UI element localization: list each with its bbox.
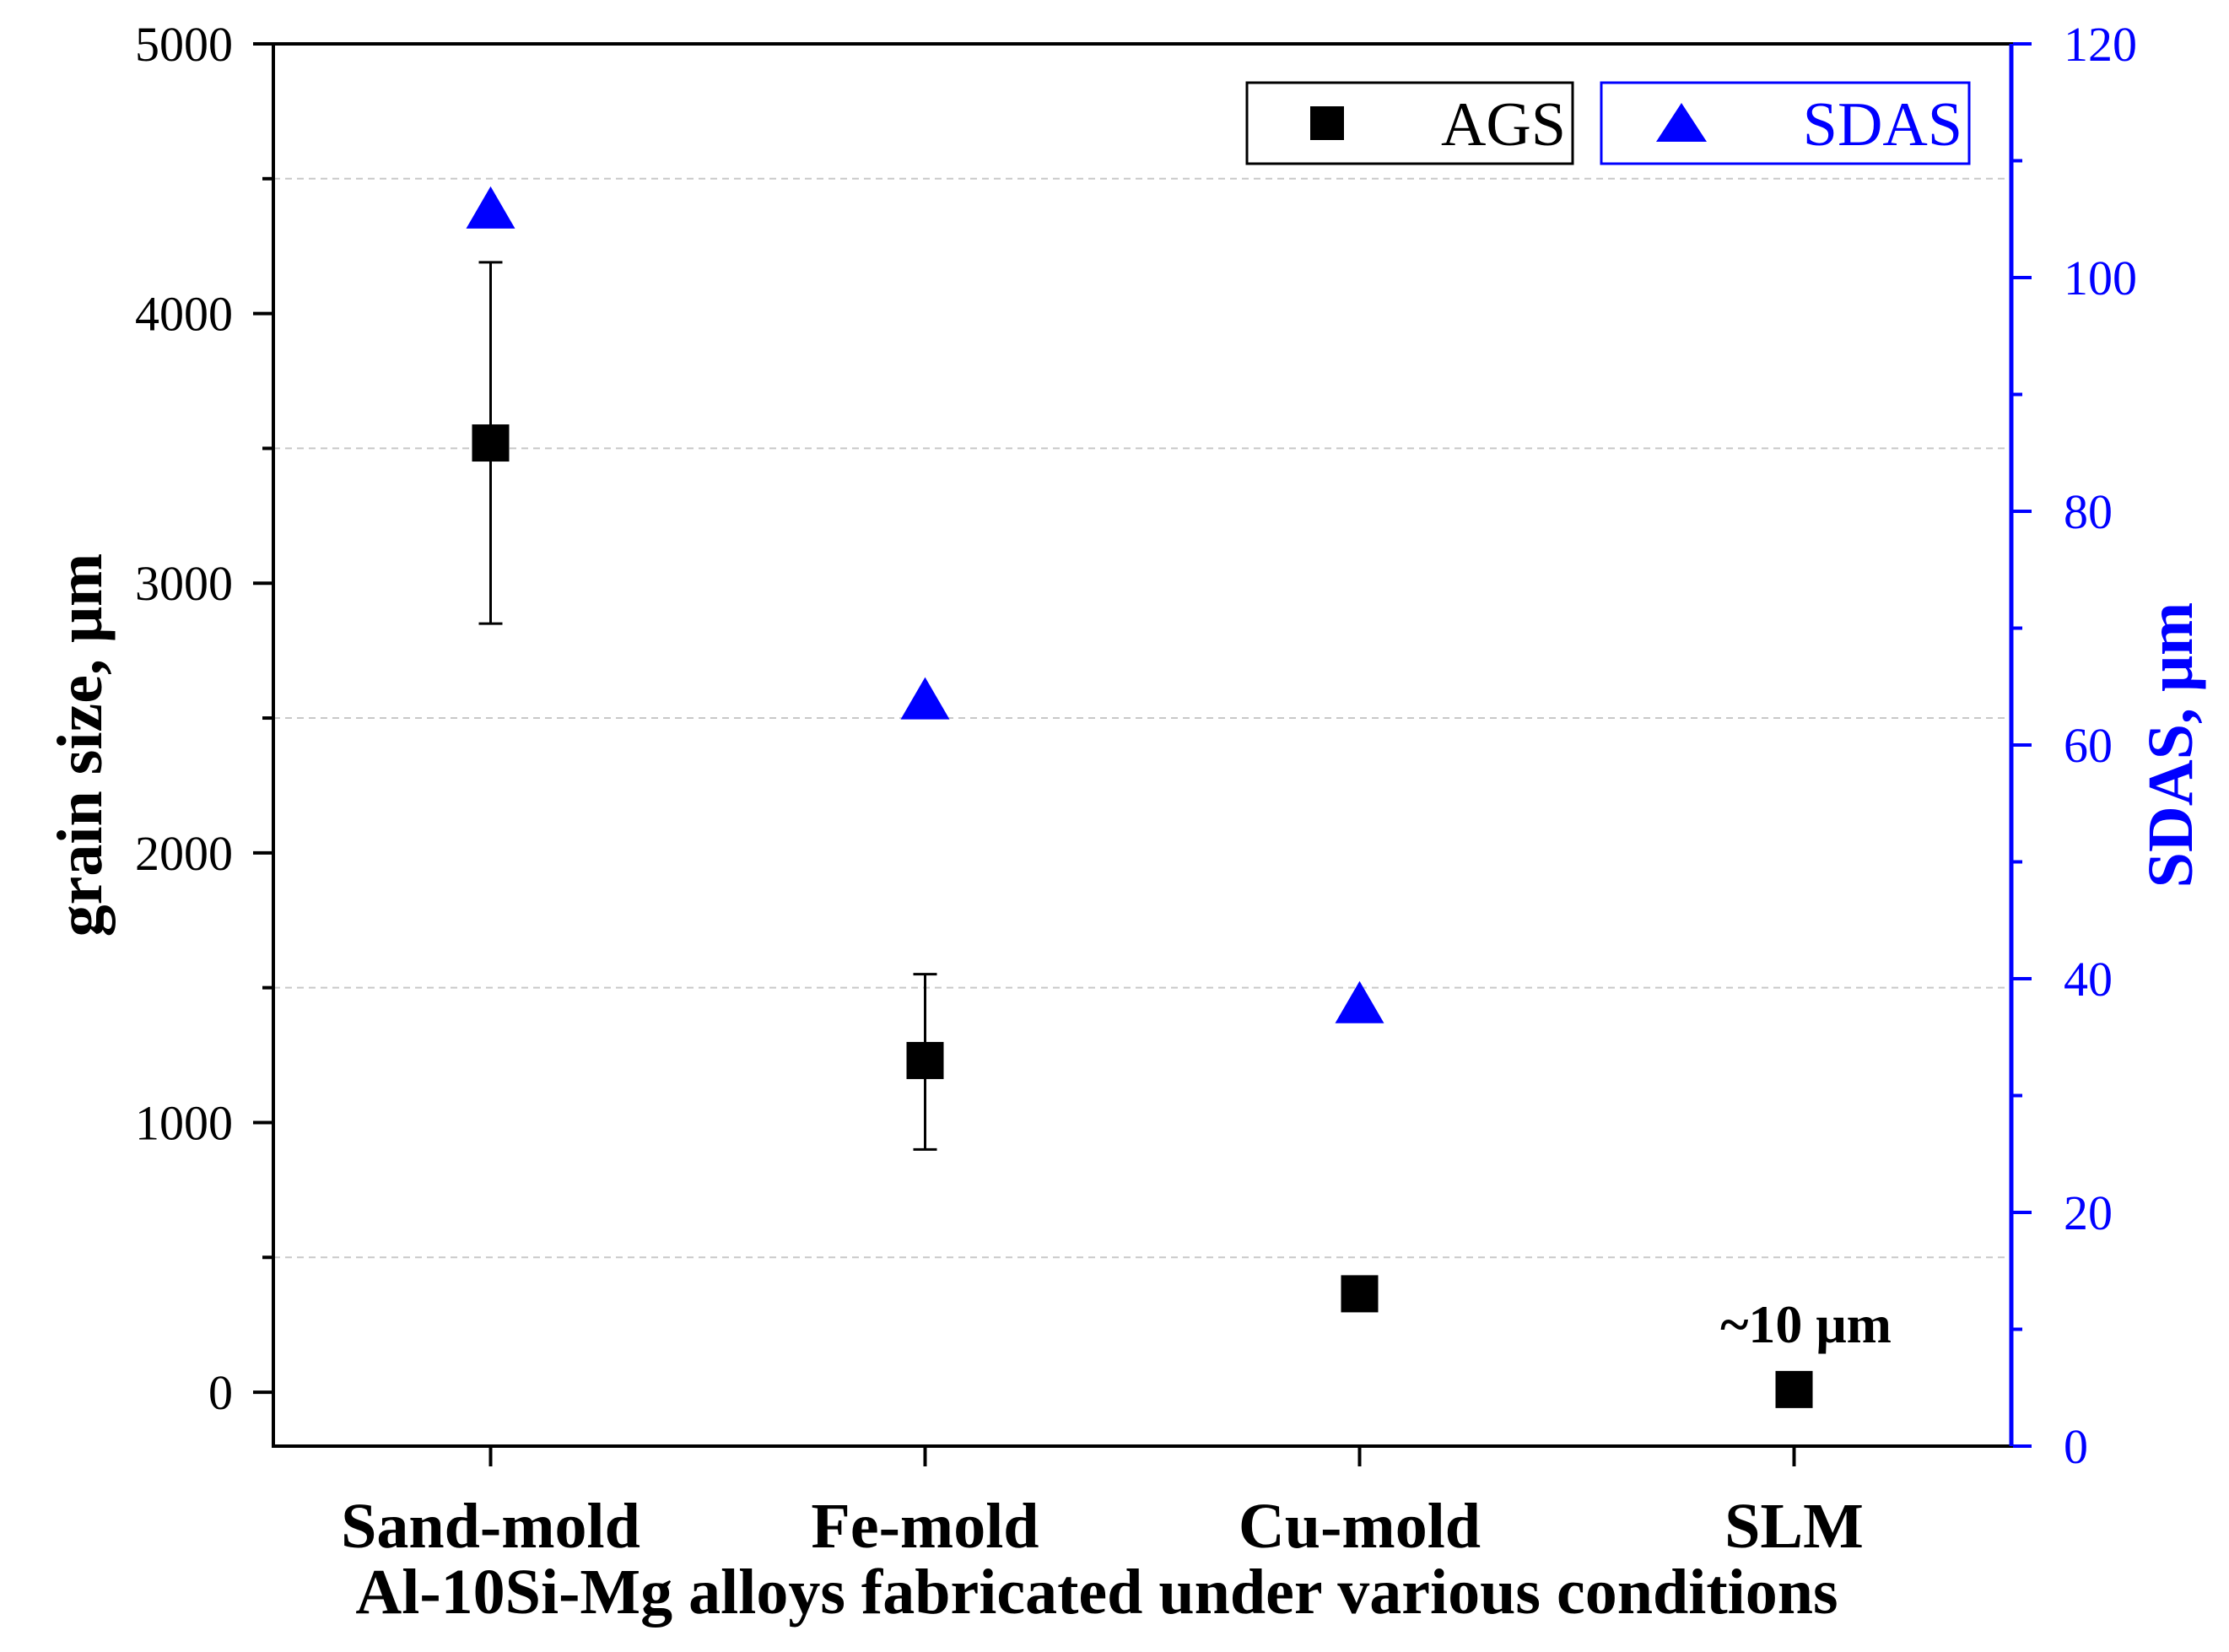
left-tick-label: 5000 <box>135 17 233 72</box>
x-axis: Sand-mold Fe-mold Cu-mold SLM <box>341 1446 1864 1562</box>
legend-marker-sdas <box>1656 103 1707 142</box>
right-tick-label: 100 <box>2064 251 2137 305</box>
legend-box-ags <box>1245 81 1574 165</box>
y-axis-title: grain size, μm <box>45 553 116 937</box>
right-tick-label: 20 <box>2064 1185 2113 1240</box>
data-point-ags <box>472 424 510 462</box>
category-label: Sand-mold <box>341 1491 640 1562</box>
right-tick-label: 60 <box>2064 718 2113 773</box>
category-label: Cu-mold <box>1239 1491 1481 1562</box>
data-marks: ~10 μm <box>466 186 1892 1408</box>
data-point-sdas <box>900 677 950 720</box>
right-tick-label: 40 <box>2064 952 2113 1007</box>
left-tick-label: 2000 <box>135 826 233 881</box>
left-tick-label: 4000 <box>135 287 233 342</box>
legend-label-ags: AGS <box>1441 90 1566 159</box>
data-point-ags <box>1775 1370 1813 1408</box>
left-tick-label: 3000 <box>135 556 233 611</box>
category-label: SLM <box>1724 1491 1864 1562</box>
data-point-sdas <box>1335 980 1384 1023</box>
grid-lines <box>273 177 2011 1259</box>
data-point-sdas <box>466 186 515 229</box>
legend-marker-ags <box>1310 106 1344 140</box>
data-point-ags <box>1341 1275 1379 1313</box>
category-label: Fe-mold <box>811 1491 1039 1562</box>
x-axis-title: Al-10Si-Mg alloys fabricated under vario… <box>355 1557 1838 1628</box>
legend-label-sdas: SDAS <box>1803 90 1962 159</box>
annotation-label: ~10 μm <box>1720 1294 1892 1354</box>
legend-box-sdas <box>1600 81 1971 165</box>
right-tick-label: 80 <box>2064 484 2113 539</box>
left-tick-label: 0 <box>208 1365 233 1420</box>
left-tick-label: 1000 <box>135 1095 233 1150</box>
y2-axis-title: SDAS, μm <box>2135 602 2206 888</box>
right-tick-label: 0 <box>2064 1419 2088 1474</box>
left-y-axis: 0 1000 2000 3000 4000 5000 <box>135 17 273 1420</box>
right-tick-label: 120 <box>2064 17 2137 72</box>
data-point-ags <box>906 1041 944 1079</box>
legend: AGS SDAS <box>1245 81 1971 165</box>
right-y-axis: 0 20 40 60 80 100 120 <box>2011 17 2137 1474</box>
